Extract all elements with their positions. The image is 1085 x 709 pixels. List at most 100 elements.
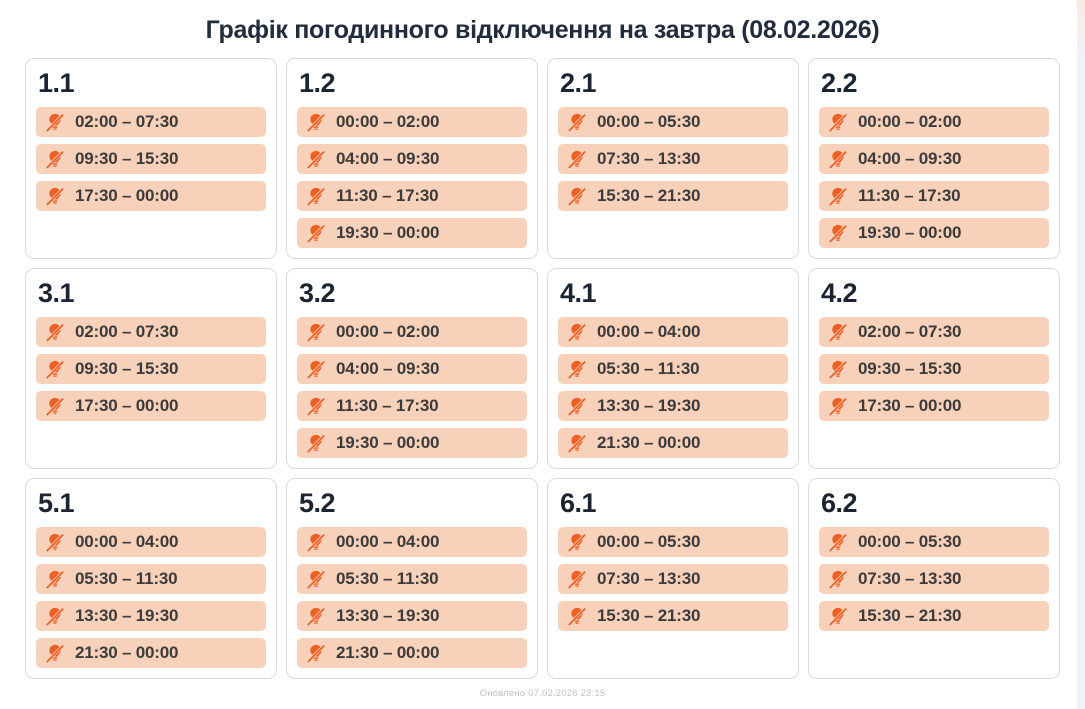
outage-row: 07:30 – 13:30	[819, 564, 1049, 595]
outage-row: 19:30 – 00:00	[819, 218, 1049, 249]
bulb-off-icon	[44, 606, 65, 627]
outage-row: 00:00 – 02:00	[297, 317, 527, 348]
outage-time-range: 07:30 – 13:30	[597, 149, 701, 169]
bulb-off-icon	[44, 322, 65, 343]
outage-row: 15:30 – 21:30	[558, 601, 788, 632]
updated-timestamp: Оновлено 07.02.2026 23:15	[479, 688, 606, 700]
outage-row: 00:00 – 04:00	[297, 527, 527, 558]
bulb-off-icon	[305, 359, 326, 380]
outage-row: 05:30 – 11:30	[558, 354, 788, 385]
outage-row: 11:30 – 17:30	[297, 181, 527, 212]
outage-row: 05:30 – 11:30	[297, 564, 527, 595]
outage-time-range: 17:30 – 00:00	[75, 396, 179, 416]
outage-row: 21:30 – 00:00	[558, 428, 788, 459]
group-label: 3.1	[38, 278, 75, 309]
group-label: 6.2	[821, 488, 858, 519]
bulb-off-icon	[44, 532, 65, 553]
group-label: 6.1	[560, 488, 597, 519]
outage-rows: 02:00 – 07:30 09:30 – 15:30	[819, 317, 1049, 422]
bulb-off-icon	[305, 223, 326, 244]
bulb-off-icon	[566, 149, 587, 170]
bulb-off-icon	[44, 359, 65, 380]
outage-time-range: 19:30 – 00:00	[858, 223, 962, 243]
outage-row: 04:00 – 09:30	[297, 144, 527, 175]
outage-time-range: 11:30 – 17:30	[336, 186, 439, 206]
outage-rows: 00:00 – 05:30 07:30 – 13:30	[819, 527, 1049, 632]
outage-time-range: 04:00 – 09:30	[858, 149, 962, 169]
outage-time-range: 13:30 – 19:30	[597, 396, 701, 416]
group-label: 2.2	[821, 68, 858, 98]
group-card-6.1: 6.1 00:00 – 05:30	[547, 478, 799, 680]
bulb-off-icon	[566, 359, 587, 380]
outage-time-range: 19:30 – 00:00	[336, 433, 440, 453]
bulb-off-icon	[827, 396, 848, 417]
bulb-off-icon	[305, 433, 326, 454]
outage-time-range: 15:30 – 21:30	[597, 606, 701, 626]
outage-time-range: 07:30 – 13:30	[858, 569, 962, 589]
outage-row: 13:30 – 19:30	[36, 601, 266, 632]
outage-time-range: 02:00 – 07:30	[858, 322, 962, 342]
outage-rows: 00:00 – 02:00 04:00 – 09:30	[297, 317, 527, 459]
bulb-off-icon	[44, 396, 65, 417]
outage-row: 11:30 – 17:30	[297, 391, 527, 422]
bulb-off-icon	[566, 322, 587, 343]
outage-rows: 00:00 – 02:00 04:00 – 09:30	[819, 107, 1049, 249]
group-card-1.2: 1.2 00:00 – 02:00	[286, 58, 538, 260]
group-label: 5.2	[299, 488, 336, 519]
outage-row: 19:30 – 00:00	[297, 428, 527, 459]
outage-rows: 00:00 – 02:00 04:00 – 09:30	[297, 107, 527, 249]
outage-row: 17:30 – 00:00	[819, 391, 1049, 422]
outage-rows: 02:00 – 07:30 09:30 – 15:30	[36, 317, 266, 422]
bulb-off-icon	[827, 359, 848, 380]
bulb-off-icon	[566, 186, 587, 207]
group-card-3.2: 3.2 00:00 – 02:00	[286, 268, 538, 470]
outage-row: 00:00 – 02:00	[297, 107, 527, 138]
bulb-off-icon	[827, 112, 848, 133]
outage-rows: 00:00 – 05:30 07:30 – 13:30	[558, 107, 788, 212]
outage-row: 15:30 – 21:30	[558, 181, 788, 212]
bulb-off-icon	[305, 396, 326, 417]
outage-row: 02:00 – 07:30	[819, 317, 1049, 348]
outage-time-range: 17:30 – 00:00	[858, 396, 962, 416]
outage-row: 21:30 – 00:00	[36, 638, 266, 669]
bulb-off-icon	[827, 149, 848, 170]
bulb-off-icon	[827, 606, 848, 627]
group-card-1.1: 1.1 02:00 – 07:30	[25, 58, 277, 260]
outage-row: 00:00 – 04:00	[36, 527, 266, 558]
outage-rows: 02:00 – 07:30 09:30 – 15:30	[36, 107, 266, 212]
outage-row: 04:00 – 09:30	[819, 144, 1049, 175]
bulb-off-icon	[305, 569, 326, 590]
bulb-off-icon	[827, 322, 848, 343]
outage-time-range: 00:00 – 05:30	[597, 112, 701, 132]
group-label: 5.1	[38, 488, 75, 519]
outage-rows: 00:00 – 05:30 07:30 – 13:30	[558, 527, 788, 632]
outage-time-range: 05:30 – 11:30	[75, 569, 178, 589]
outage-row: 00:00 – 05:30	[819, 527, 1049, 558]
outage-row: 21:30 – 00:00	[297, 638, 527, 669]
outage-time-range: 02:00 – 07:30	[75, 112, 179, 132]
group-label: 4.2	[821, 278, 858, 309]
outage-row: 19:30 – 00:00	[297, 218, 527, 249]
outage-time-range: 00:00 – 04:00	[597, 322, 701, 342]
bulb-off-icon	[44, 112, 65, 133]
outage-time-range: 21:30 – 00:00	[336, 643, 440, 663]
outage-time-range: 04:00 – 09:30	[336, 359, 440, 379]
bulb-off-icon	[44, 643, 65, 664]
outage-row: 15:30 – 21:30	[819, 601, 1049, 632]
bulb-off-icon	[44, 186, 65, 207]
group-label: 2.1	[560, 68, 597, 98]
outage-time-range: 21:30 – 00:00	[597, 433, 701, 453]
bulb-off-icon	[566, 112, 587, 133]
outage-row: 13:30 – 19:30	[558, 391, 788, 422]
outage-time-range: 21:30 – 00:00	[75, 643, 179, 663]
outage-time-range: 11:30 – 17:30	[858, 186, 961, 206]
outage-time-range: 00:00 – 04:00	[75, 532, 179, 552]
outage-time-range: 15:30 – 21:30	[858, 606, 962, 626]
group-label: 4.1	[560, 278, 597, 309]
bulb-off-icon	[827, 186, 848, 207]
outage-rows: 00:00 – 04:00 05:30 – 11:30	[558, 317, 788, 459]
bulb-off-icon	[305, 322, 326, 343]
schedule-grid: 1.1 02:00 – 07:30	[25, 58, 1060, 680]
outage-row: 00:00 – 04:00	[558, 317, 788, 348]
